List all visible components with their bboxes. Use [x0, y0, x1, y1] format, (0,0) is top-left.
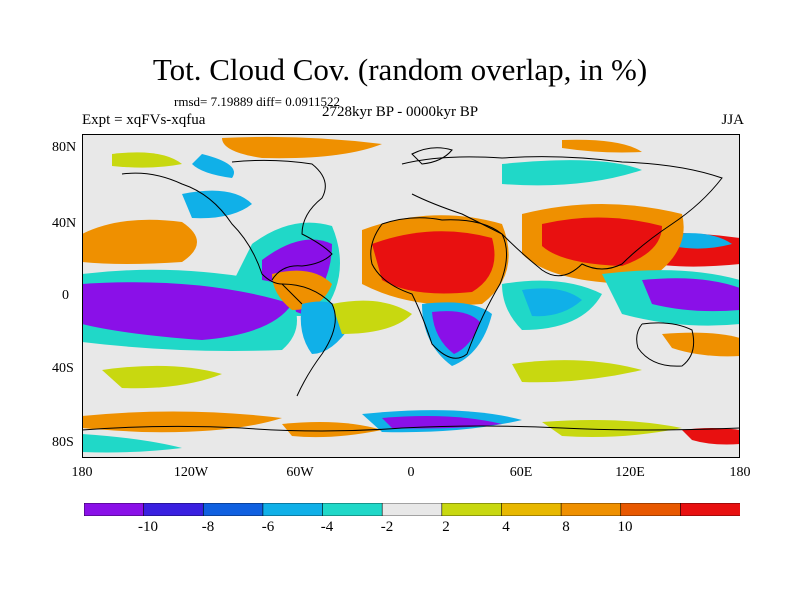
coastlines [82, 147, 740, 432]
anomaly-region [332, 300, 412, 334]
anomaly-region [272, 270, 332, 310]
colorbar-label: -6 [261, 519, 275, 535]
colorbar-cell [84, 503, 145, 516]
colorbar-cell [202, 503, 264, 516]
colorbar-cell [262, 503, 324, 516]
anomaly-region [82, 434, 182, 453]
coastline [401, 156, 723, 277]
anomaly-region [222, 136, 382, 159]
anomaly-region [542, 217, 662, 266]
anomaly-region [662, 332, 740, 357]
colorbar-cell [322, 503, 383, 516]
anomaly-region [192, 154, 234, 178]
colorbar-label: 2 [442, 519, 450, 535]
coastline [82, 425, 740, 432]
anomaly-region [682, 428, 740, 445]
stats-label: rmsd= 7.19889 diff= 0.0911522 [174, 94, 340, 109]
colorbar-cell [441, 503, 503, 516]
colorbar-cell [143, 503, 205, 516]
colorbar-cell [680, 503, 740, 516]
anomaly-region [432, 311, 480, 354]
x-tick-label: 120W [173, 465, 209, 480]
x-tick-label: 0 [407, 465, 415, 480]
coastline [281, 283, 336, 397]
anomaly-field [82, 136, 740, 453]
season-label: JJA [721, 112, 744, 128]
anomaly-region [182, 190, 252, 219]
map-border [82, 134, 740, 458]
colorbar-label: 8 [562, 519, 570, 535]
colorbar-label: -8 [201, 519, 215, 535]
x-tick-label: 120E [615, 465, 645, 480]
anomaly-region [102, 365, 222, 389]
figure-title: Tot. Cloud Cov. (random overlap, in %) [152, 52, 648, 87]
y-tick-label: 40N [52, 216, 77, 231]
colorbar-cell [560, 503, 622, 516]
anomaly-region [542, 420, 682, 437]
anomaly-region [522, 288, 582, 317]
period-label: 2728kyr BP - 0000kyr BP [322, 104, 479, 120]
anomaly-region [642, 278, 740, 312]
colorbar-label: -2 [380, 519, 394, 535]
colorbar-label: 4 [502, 519, 510, 535]
colorbar [84, 503, 740, 516]
coastline [231, 159, 333, 281]
anomaly-region [282, 422, 382, 438]
colorbar-cell [381, 503, 443, 516]
x-tick-label: 180 [71, 465, 93, 480]
coastline [121, 172, 303, 305]
anomaly-region [112, 152, 182, 168]
coastline [370, 217, 507, 359]
colorbar-label: -10 [138, 519, 158, 535]
anomaly-region [382, 416, 502, 429]
x-tick-label: 180 [729, 465, 751, 480]
colorbar-cell [501, 503, 562, 516]
experiment-label: Expt = xqFVs-xqfua [82, 112, 206, 128]
x-tick-label: 60E [509, 465, 533, 480]
coastline [411, 147, 453, 165]
anomaly-region [82, 219, 197, 264]
anomaly-region [372, 231, 495, 294]
anomaly-region [82, 282, 292, 340]
y-tick-label: 80N [52, 140, 77, 155]
colorbar-cell [620, 503, 682, 516]
anomaly-region [512, 360, 642, 383]
anomaly-region [672, 233, 732, 249]
y-tick-label: 0 [62, 288, 69, 303]
y-tick-label: 80S [52, 435, 74, 450]
anomaly-map [82, 134, 740, 458]
x-tick-label: 60W [286, 465, 314, 480]
anomaly-region [502, 160, 642, 186]
colorbar-label: -4 [320, 519, 334, 535]
coastline [636, 322, 695, 367]
colorbar-label: 10 [617, 519, 633, 535]
anomaly-region [562, 139, 642, 153]
y-tick-label: 40S [52, 361, 74, 376]
